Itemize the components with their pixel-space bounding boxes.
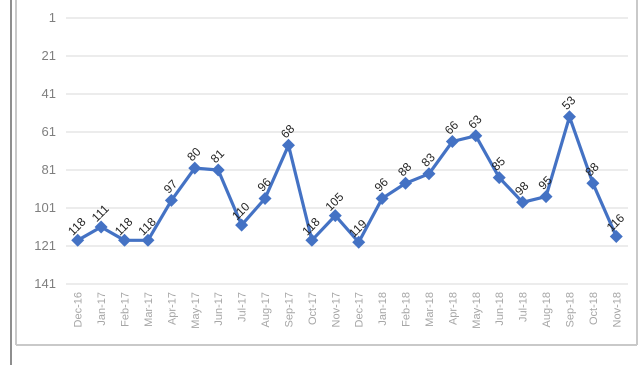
data-point-marker — [469, 129, 483, 143]
data-label: 68 — [278, 122, 298, 142]
data-label: 119 — [346, 216, 370, 240]
x-axis-ticks: Dec-16 Jan-17 Feb-17 Mar-17 Apr-17 May-17 Jun-… — [73, 292, 624, 329]
x-tick-label: Aug-18 — [541, 292, 553, 327]
data-point-marker — [141, 233, 155, 247]
series-line — [76, 115, 618, 244]
data-point-marker — [609, 230, 623, 243]
data-point-marker — [375, 192, 389, 205]
data-label: 85 — [489, 154, 509, 174]
data-label: 105 — [322, 190, 346, 214]
data-label: 80 — [184, 144, 204, 164]
x-tick-label: Jun-17 — [213, 292, 225, 326]
x-tick-label: Feb-18 — [401, 292, 413, 327]
y-tick-label: 1 — [49, 10, 56, 25]
x-tick-label: Apr-17 — [166, 292, 178, 325]
x-tick-label: Sep-18 — [564, 292, 576, 327]
x-tick-label: Jul-17 — [237, 292, 249, 322]
data-label: 81 — [208, 146, 228, 166]
x-tick-label: Jan-18 — [377, 292, 389, 326]
x-tick-label: Dec-17 — [354, 292, 366, 327]
data-label: 88 — [395, 160, 415, 180]
data-point-marker — [305, 233, 319, 247]
x-tick-label: May-18 — [471, 292, 483, 329]
data-point-marker — [399, 176, 413, 190]
data-label: 63 — [465, 112, 485, 132]
x-tick-label: Dec-16 — [73, 292, 85, 327]
data-point-marker — [422, 167, 436, 181]
data-point-marker — [94, 220, 108, 234]
x-tick-label: Aug-17 — [260, 292, 272, 327]
x-tick-label: Oct-18 — [588, 292, 600, 325]
y-tick-label: 121 — [34, 238, 56, 253]
x-tick-label: Sep-17 — [283, 292, 295, 327]
x-tick-label: Jul-18 — [518, 292, 530, 322]
data-point-marker — [164, 193, 178, 207]
x-tick-label: Oct-17 — [307, 292, 319, 325]
data-point-marker — [445, 135, 459, 148]
data-label: 66 — [442, 118, 462, 138]
y-tick-label: 21 — [42, 48, 56, 63]
x-tick-label: Nov-18 — [611, 292, 623, 327]
x-tick-label: May-17 — [190, 292, 202, 329]
x-tick-label: Feb-17 — [120, 292, 132, 327]
series — [76, 115, 618, 244]
data-point-marker — [562, 110, 576, 124]
data-point-marker — [188, 161, 202, 175]
data-point-marker — [352, 235, 366, 249]
series-markers — [71, 110, 623, 249]
gridlines — [66, 17, 628, 285]
data-point-marker — [258, 192, 272, 205]
y-tick-label: 81 — [42, 162, 56, 177]
x-tick-label: Jan-17 — [96, 292, 108, 326]
y-tick-label: 41 — [42, 86, 56, 101]
data-point-marker — [539, 190, 553, 204]
y-tick-label: 61 — [42, 124, 56, 139]
data-point-marker — [281, 138, 295, 152]
x-tick-label: Nov-17 — [330, 292, 342, 327]
data-label: 53 — [559, 93, 579, 113]
x-tick-label: Mar-18 — [424, 292, 436, 327]
data-point-marker — [586, 176, 600, 190]
data-point-marker — [211, 163, 225, 177]
data-point-marker — [492, 171, 506, 185]
y-tick-label: 101 — [34, 200, 56, 215]
data-point-marker — [328, 209, 342, 223]
y-tick-label: 141 — [34, 276, 56, 291]
x-tick-label: Jun-18 — [494, 292, 506, 326]
data-point-marker — [235, 218, 249, 232]
data-label: 118 — [135, 215, 159, 239]
data-point-marker — [118, 233, 132, 247]
data-label: 96 — [372, 175, 392, 195]
data-label: 111 — [89, 202, 112, 225]
data-label: 96 — [255, 175, 275, 195]
x-tick-label: Mar-17 — [143, 292, 155, 327]
data-point-marker — [516, 195, 530, 209]
data-point-marker — [71, 233, 85, 247]
x-tick-label: Apr-18 — [447, 292, 459, 325]
